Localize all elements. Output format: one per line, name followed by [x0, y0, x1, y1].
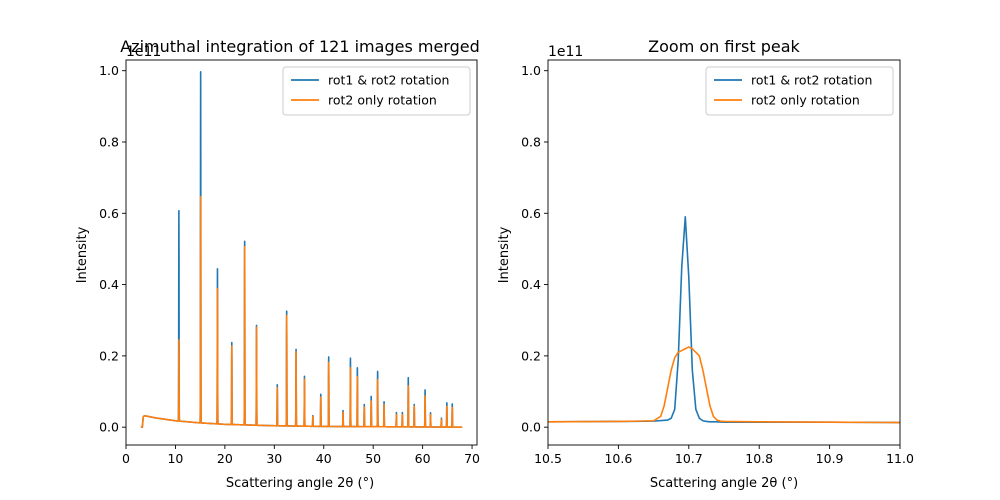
right-chart-y-tick-label: 0.6: [521, 206, 541, 221]
right-chart-x-tick-label: 10.5: [534, 451, 562, 466]
left-chart-y-tick-label: 1.0: [99, 63, 119, 78]
left-chart-x-tick-label: 50: [365, 451, 381, 466]
left-chart-y-tick-label: 0.2: [99, 348, 119, 363]
right-chart-y-tick-label: 1.0: [521, 63, 541, 78]
left-chart-title: Azimuthal integration of 121 images merg…: [120, 37, 480, 56]
right-chart-x-axis-label: Scattering angle 2θ (°): [650, 476, 798, 491]
left-chart-x-tick-label: 0: [122, 451, 130, 466]
left-chart-x-tick-label: 40: [316, 451, 332, 466]
left-chart-legend-box: [282, 66, 471, 116]
left-chart-axes-frame: [125, 59, 478, 446]
right-chart-legend-label-2: rot2 only rotation: [751, 93, 860, 108]
left-chart-x-tick-label: 60: [415, 451, 431, 466]
left-chart-legend-label-1: rot1 & rot2 rotation: [328, 73, 449, 88]
left-chart-x-tick-label: 20: [217, 451, 233, 466]
right-chart-y-tick-label: 0.0: [521, 420, 541, 435]
left-chart-legend: rot1 & rot2 rotation rot2 only rotation: [282, 66, 471, 116]
left-chart-series-2-line: [140, 195, 463, 428]
left-chart-plot-area: [125, 59, 478, 446]
right-chart-title: Zoom on first peak: [648, 37, 800, 56]
left-chart-y-tick-label: 0.6: [99, 206, 119, 221]
right-chart-y-offset: 1e11: [548, 44, 583, 60]
left-chart-y-tick-label: 0.4: [99, 277, 119, 292]
right-chart-x-tick-label: 10.7: [675, 451, 703, 466]
left-chart-x-ticks: 0 10 20 30 40 50 60 70: [122, 445, 480, 466]
right-chart-legend-label-1: rot1 & rot2 rotation: [751, 73, 872, 88]
left-chart-y-offset: 1e11: [126, 44, 161, 60]
right-chart-y-tick-label: 0.4: [521, 277, 541, 292]
right-chart-legend: rot1 & rot2 rotation rot2 only rotation: [705, 66, 894, 116]
right-chart-plot-area: [547, 59, 901, 446]
left-chart-legend-label-2: rot2 only rotation: [328, 93, 437, 108]
right-chart-axes-frame: [547, 59, 901, 446]
right-chart-x-tick-label: 11.0: [886, 451, 914, 466]
right-chart-legend-box: [705, 66, 894, 116]
left-chart-x-tick-label: 30: [266, 451, 282, 466]
left-chart-y-ticks: 0.0 0.2 0.4 0.6 0.8 1.0: [99, 63, 126, 435]
right-chart-x-tick-label: 10.6: [604, 451, 632, 466]
left-chart: Azimuthal integration of 121 images merg…: [75, 37, 480, 491]
right-chart-y-tick-label: 0.8: [521, 134, 541, 149]
right-chart-y-axis-label: Intensity: [497, 226, 512, 283]
right-chart: Zoom on first peak 1e11 10.5 10.6 10.7 10.8…: [497, 37, 914, 491]
left-chart-y-tick-label: 0.8: [99, 134, 119, 149]
left-chart-x-tick-label: 70: [464, 451, 480, 466]
right-chart-series-1-line: [548, 216, 900, 424]
right-chart-x-tick-label: 10.8: [745, 451, 773, 466]
right-chart-y-ticks: 0.0 0.2 0.4 0.6 0.8 1.0: [521, 63, 548, 435]
left-chart-y-axis-label: Intensity: [75, 226, 90, 283]
right-chart-x-tick-label: 10.9: [816, 451, 844, 466]
left-chart-y-tick-label: 0.0: [99, 420, 119, 435]
left-chart-x-axis-label: Scattering angle 2θ (°): [226, 476, 374, 491]
right-chart-y-tick-label: 0.2: [521, 348, 541, 363]
right-chart-series-2-line: [548, 346, 900, 424]
left-chart-x-tick-label: 10: [167, 451, 183, 466]
right-chart-x-ticks: 10.5 10.6 10.7 10.8 10.9 11.0: [534, 445, 914, 466]
